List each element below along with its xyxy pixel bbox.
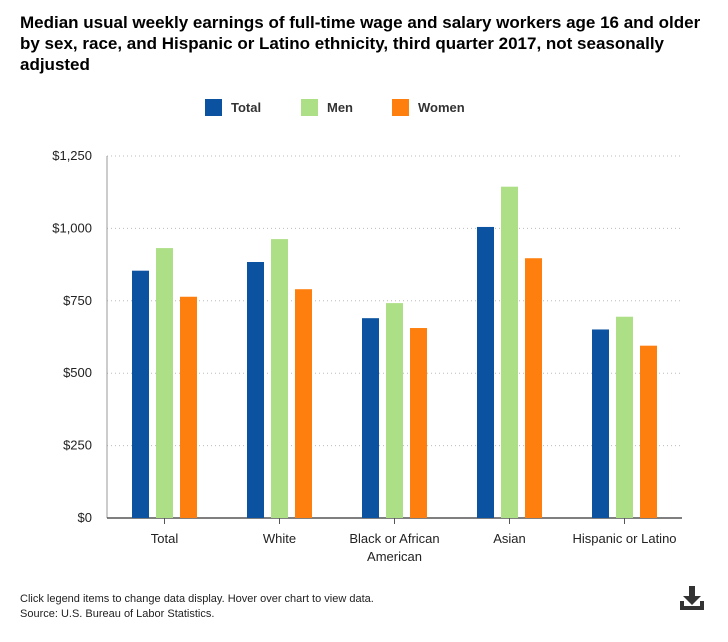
legend-label-total: Total — [231, 100, 262, 115]
legend: Total Men Women — [0, 99, 728, 121]
legend-swatch-men — [301, 99, 318, 116]
bar-women-2[interactable] — [410, 328, 427, 518]
bar-chart[interactable]: $0 $250 $500 $750 $1,000 $1,250 Total White Blac… — [0, 0, 728, 580]
legend-item-women[interactable]: Women — [392, 99, 465, 116]
footer-source: Source: U.S. Bureau of Labor Statistics. — [20, 608, 215, 620]
bar-total-3[interactable] — [477, 226, 494, 518]
bar-men-0[interactable] — [156, 248, 173, 518]
x-tick-label: American — [367, 549, 422, 564]
bar-total-2[interactable] — [362, 318, 379, 518]
bar-women-4[interactable] — [640, 345, 657, 518]
bar-women-3[interactable] — [525, 258, 542, 518]
y-tick-label: $0 — [78, 510, 92, 525]
legend-label-men: Men — [327, 100, 353, 115]
x-tick-label: Asian — [493, 531, 526, 546]
y-tick-label: $750 — [63, 293, 92, 308]
x-tick-label: Total — [151, 531, 179, 546]
bar-total-1[interactable] — [247, 261, 264, 518]
bar-men-3[interactable] — [501, 186, 518, 518]
x-tick-label: Hispanic or Latino — [572, 531, 676, 546]
footer: Click legend items to change data displa… — [20, 592, 374, 622]
y-tick-label: $250 — [63, 438, 92, 453]
download-icon[interactable] — [678, 584, 706, 612]
bar-total-4[interactable] — [592, 329, 609, 518]
chart-title: Median usual weekly earnings of full-tim… — [20, 13, 701, 74]
bar-women-0[interactable] — [180, 296, 197, 518]
legend-swatch-women — [392, 99, 409, 116]
legend-item-total[interactable]: Total — [205, 99, 261, 116]
bar-men-1[interactable] — [271, 239, 288, 518]
legend-item-men[interactable]: Men — [301, 99, 353, 116]
y-tick-label: $1,000 — [52, 220, 92, 235]
y-tick-label: $1,250 — [52, 148, 92, 163]
legend-swatch-total — [205, 99, 222, 116]
footer-note: Click legend items to change data displa… — [20, 593, 374, 605]
y-tick-label: $500 — [63, 365, 92, 380]
bar-men-4[interactable] — [616, 316, 633, 518]
bar-women-1[interactable] — [295, 289, 312, 518]
x-tick-label: White — [263, 531, 296, 546]
x-tick-label: Black or African — [349, 531, 439, 546]
bar-total-0[interactable] — [132, 270, 149, 518]
legend-label-women: Women — [418, 100, 465, 115]
bar-men-2[interactable] — [386, 303, 403, 518]
